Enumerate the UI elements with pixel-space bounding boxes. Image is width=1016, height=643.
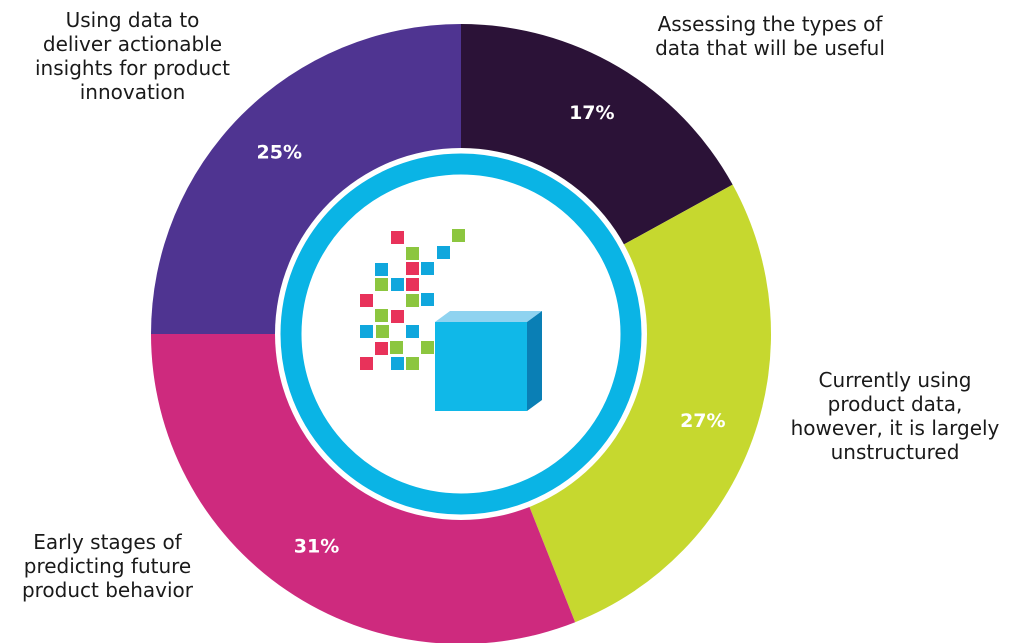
pixel-square	[376, 325, 389, 338]
pixel-square	[406, 357, 419, 370]
pixel-square	[375, 263, 388, 276]
pixel-square	[360, 294, 373, 307]
category-label-3: Using data to deliver actionable insight…	[35, 8, 230, 104]
category-label-2: Early stages of predicting future produc…	[21, 530, 194, 602]
pixel-square	[375, 309, 388, 322]
data-cube-icon	[360, 229, 542, 411]
pixel-square	[406, 262, 419, 275]
pixel-square	[421, 262, 434, 275]
pixel-square	[360, 325, 373, 338]
pixel-square	[452, 229, 465, 242]
pixel-square	[390, 341, 403, 354]
pixel-square	[391, 231, 404, 244]
value-labels: 17% 27% 31% 25%	[257, 102, 726, 558]
pixel-square	[360, 357, 373, 370]
pixel-square	[406, 247, 419, 260]
center-ring	[280, 153, 642, 515]
category-label-0: Assessing the types of data that will be…	[655, 12, 885, 60]
pixel-square	[406, 325, 419, 338]
pixel-square	[391, 310, 404, 323]
pixel-square	[391, 278, 404, 291]
category-label-1: Currently using product data, however, i…	[790, 368, 1000, 464]
value-label-1: 27%	[680, 410, 725, 432]
pixel-square	[421, 293, 434, 306]
pixel-square	[437, 246, 450, 259]
pixel-square	[375, 278, 388, 291]
value-label-3: 25%	[257, 141, 302, 163]
pixel-square	[406, 278, 419, 291]
value-label-2: 31%	[294, 536, 339, 558]
pixel-square	[391, 357, 404, 370]
pixel-square	[375, 342, 388, 355]
pixel-square	[421, 341, 434, 354]
pixel-square	[406, 294, 419, 307]
value-label-0: 17%	[569, 102, 614, 124]
